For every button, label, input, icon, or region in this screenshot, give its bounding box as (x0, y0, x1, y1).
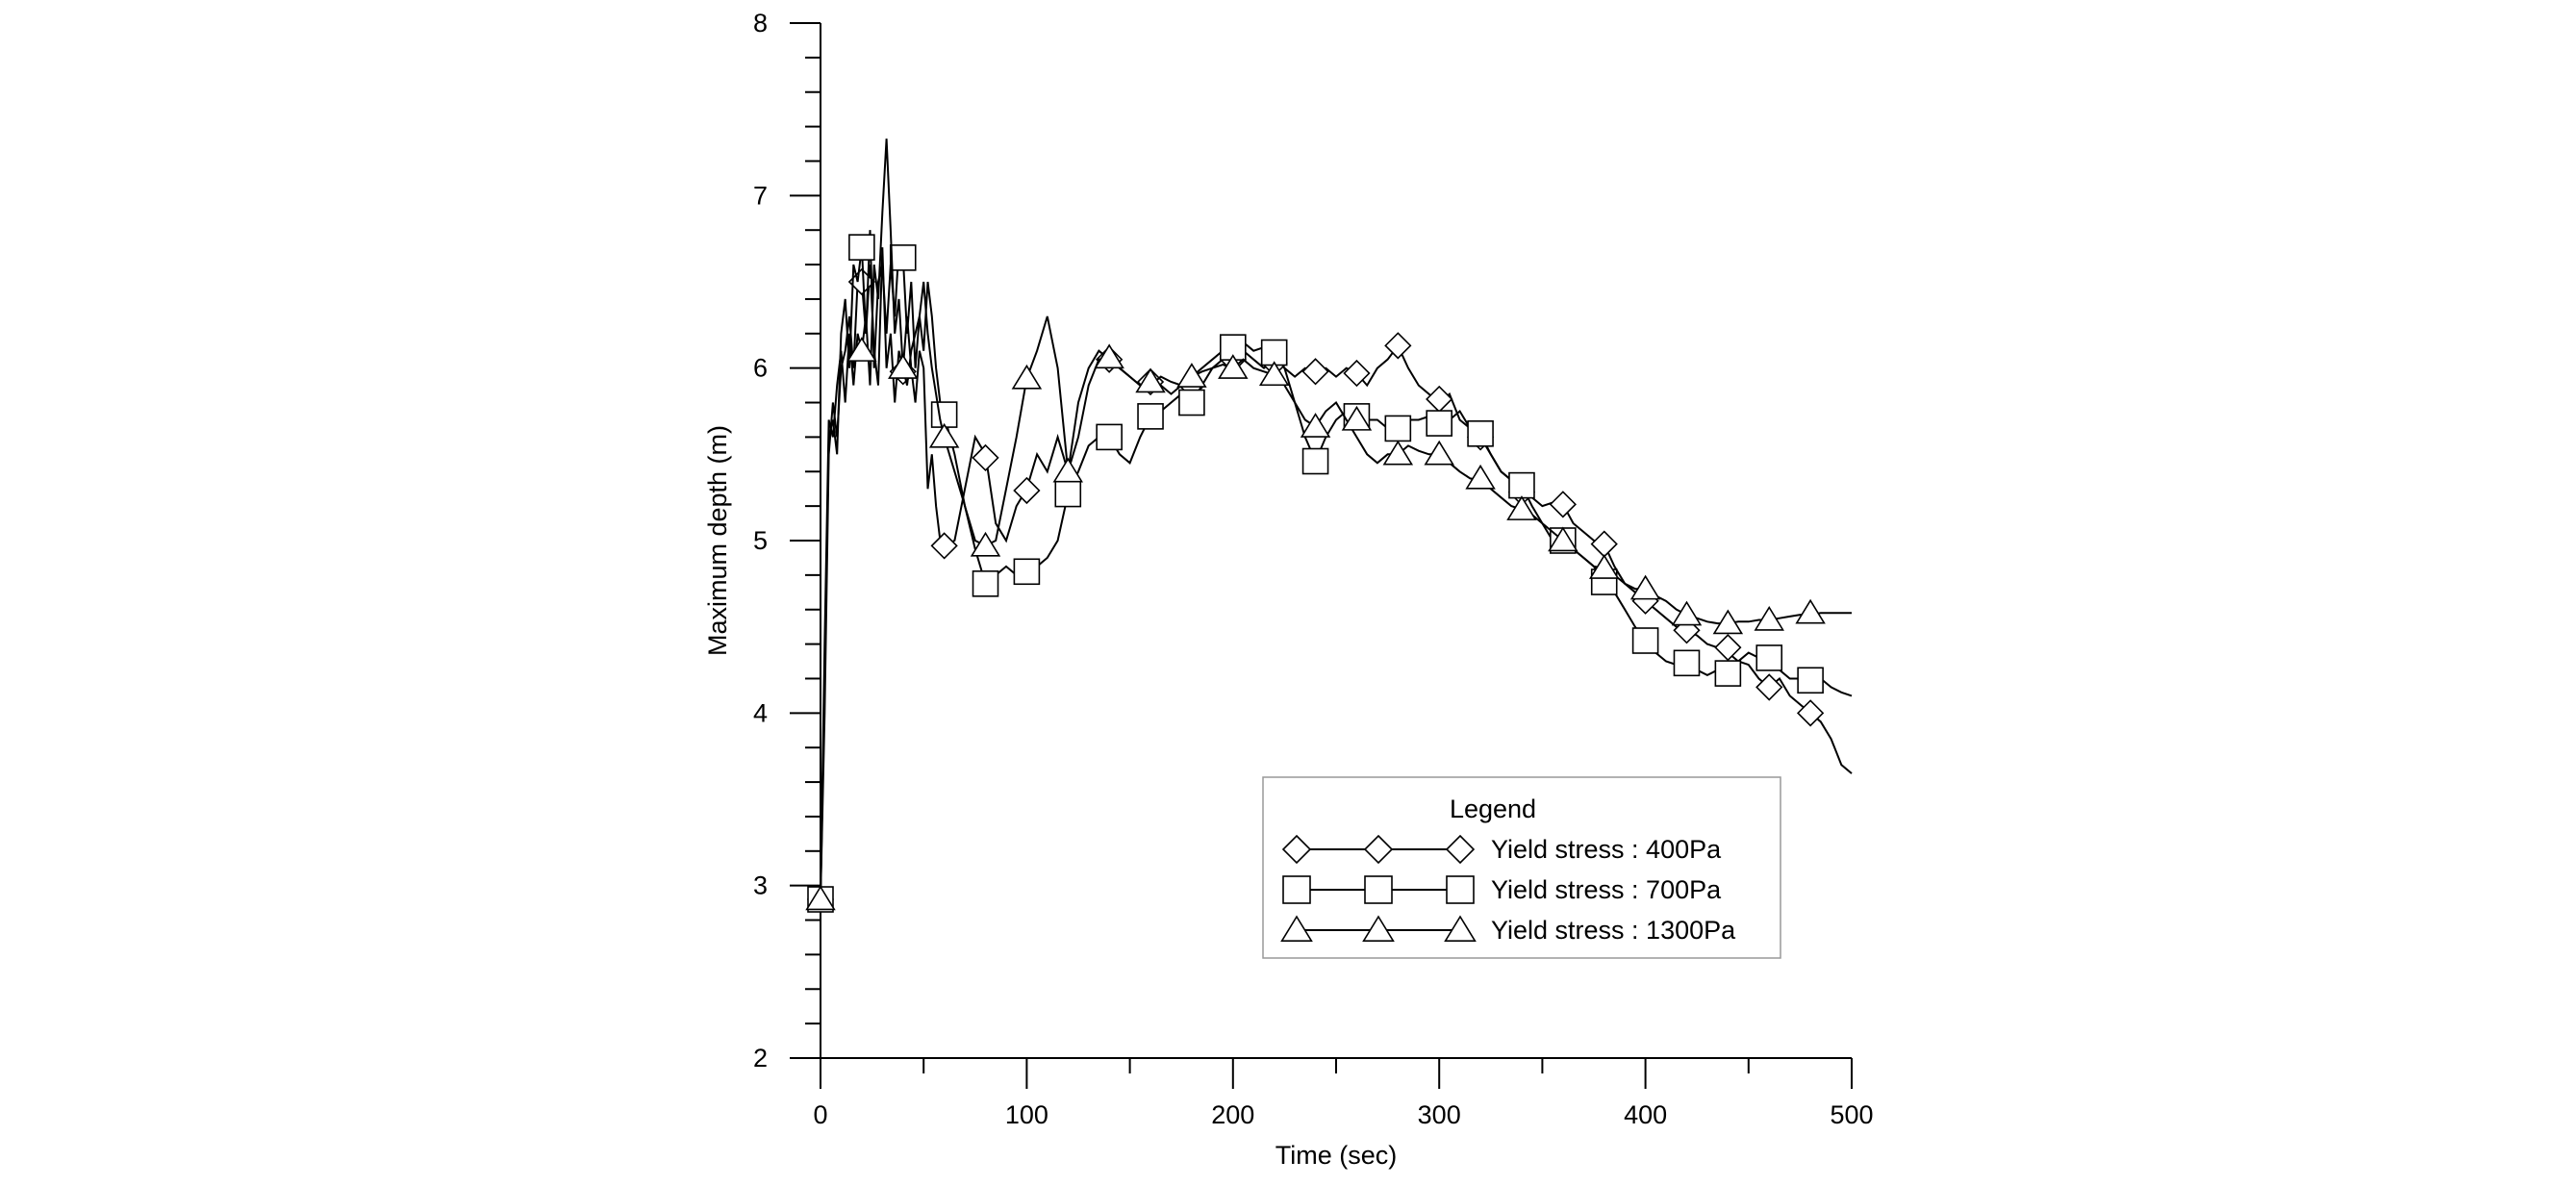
diamond-marker (1796, 699, 1825, 727)
square-marker (1631, 627, 1659, 654)
diamond-marker (1384, 332, 1412, 360)
triangle-marker (1280, 915, 1313, 943)
y-tick-label: 3 (753, 871, 768, 900)
diamond-marker (1301, 358, 1329, 386)
series-group (805, 139, 1853, 914)
legend-title: Legend (1450, 795, 1536, 823)
triangle-marker (1548, 526, 1578, 552)
series-square (807, 230, 1853, 913)
triangle-marker (1754, 605, 1784, 631)
legend: Legend Yield stress : 400Pa Yield stress :… (1262, 776, 1781, 959)
diamond-marker (1281, 834, 1312, 865)
triangle-marker (928, 422, 960, 448)
diamond-marker (1343, 359, 1371, 388)
square-marker (1301, 447, 1329, 475)
square-marker (1013, 558, 1041, 586)
y-tick-label: 7 (753, 181, 768, 210)
x-tick-label: 500 (1830, 1100, 1873, 1129)
triangle-marker (1629, 574, 1661, 600)
square-marker (1673, 649, 1701, 677)
y-tick-label: 8 (753, 9, 768, 38)
triangle-marker (1795, 598, 1826, 624)
triangle-marker (1258, 361, 1290, 387)
square-marker (1714, 660, 1742, 687)
square-marker (1384, 415, 1412, 442)
triangle-marker (846, 337, 877, 362)
square-marker (1446, 875, 1475, 904)
x-tick-label: 300 (1418, 1100, 1461, 1129)
diamond-marker (1426, 385, 1453, 414)
axes: 2 3 4 5 6 7 8 0 100 200 300 400 500 (753, 9, 1874, 1129)
x-tick-label: 0 (813, 1100, 827, 1129)
square-marker (972, 570, 999, 597)
triangle-marker (1444, 915, 1477, 943)
triangle-marker (888, 354, 919, 379)
x-tick-label: 200 (1211, 1100, 1254, 1129)
diamond-marker (1549, 491, 1577, 518)
square-marker (1797, 667, 1824, 694)
triangle-marker (1671, 600, 1703, 626)
triangle-marker (1362, 915, 1395, 943)
legend-box (1262, 776, 1781, 959)
triangle-marker (1341, 405, 1373, 431)
square-marker (1137, 403, 1164, 430)
triangle-marker (1218, 354, 1249, 379)
triangle-marker (1052, 457, 1084, 483)
diamond-marker (1445, 834, 1476, 865)
y-tick-label: 5 (753, 526, 768, 555)
triangle-marker (1465, 464, 1496, 490)
triangle-marker (1424, 440, 1454, 466)
square-marker (1426, 410, 1452, 437)
triangle-marker (1176, 363, 1207, 388)
x-tick-label: 400 (1624, 1100, 1667, 1129)
square-marker (1054, 480, 1082, 508)
square-marker (1364, 875, 1393, 904)
triangle-marker (1382, 440, 1414, 466)
triangle-marker (1135, 367, 1166, 393)
square-marker (1508, 471, 1535, 499)
diamond-marker (1590, 530, 1618, 558)
legend-label: Yield stress : 700Pa (1491, 875, 1722, 904)
x-axis-title: Time (sec) (1275, 1141, 1398, 1170)
square-marker (848, 234, 875, 261)
triangle-marker (1712, 609, 1744, 635)
y-tick-label: 4 (753, 698, 768, 727)
square-marker (1178, 389, 1205, 416)
diamond-marker (1013, 476, 1041, 505)
triangle-marker (1011, 364, 1043, 390)
legend-label: Yield stress : 1300Pa (1491, 916, 1736, 945)
triangle-marker (970, 531, 1001, 557)
diamond-marker (1755, 673, 1783, 701)
square-marker (1260, 339, 1288, 366)
triangle-marker (1094, 343, 1124, 369)
square-marker (1096, 423, 1123, 451)
diamond-marker (972, 443, 999, 472)
square-marker (1282, 875, 1311, 904)
x-tick-label: 100 (1005, 1100, 1048, 1129)
square-marker (1467, 420, 1494, 447)
diamond-marker (930, 532, 958, 560)
square-marker (1755, 644, 1783, 671)
y-tick-label: 6 (753, 354, 768, 383)
square-marker (889, 244, 917, 271)
diamond-marker (1363, 834, 1394, 865)
triangle-marker (1506, 495, 1537, 520)
legend-label: Yield stress : 400Pa (1491, 835, 1722, 864)
series-triangle (805, 139, 1852, 911)
y-axis-title: Maximum depth (m) (703, 425, 732, 656)
triangle-marker (1300, 413, 1331, 438)
diamond-marker (1714, 634, 1742, 662)
triangle-marker (1588, 554, 1620, 579)
y-tick-label: 2 (753, 1044, 768, 1072)
triangle-marker (805, 885, 836, 911)
